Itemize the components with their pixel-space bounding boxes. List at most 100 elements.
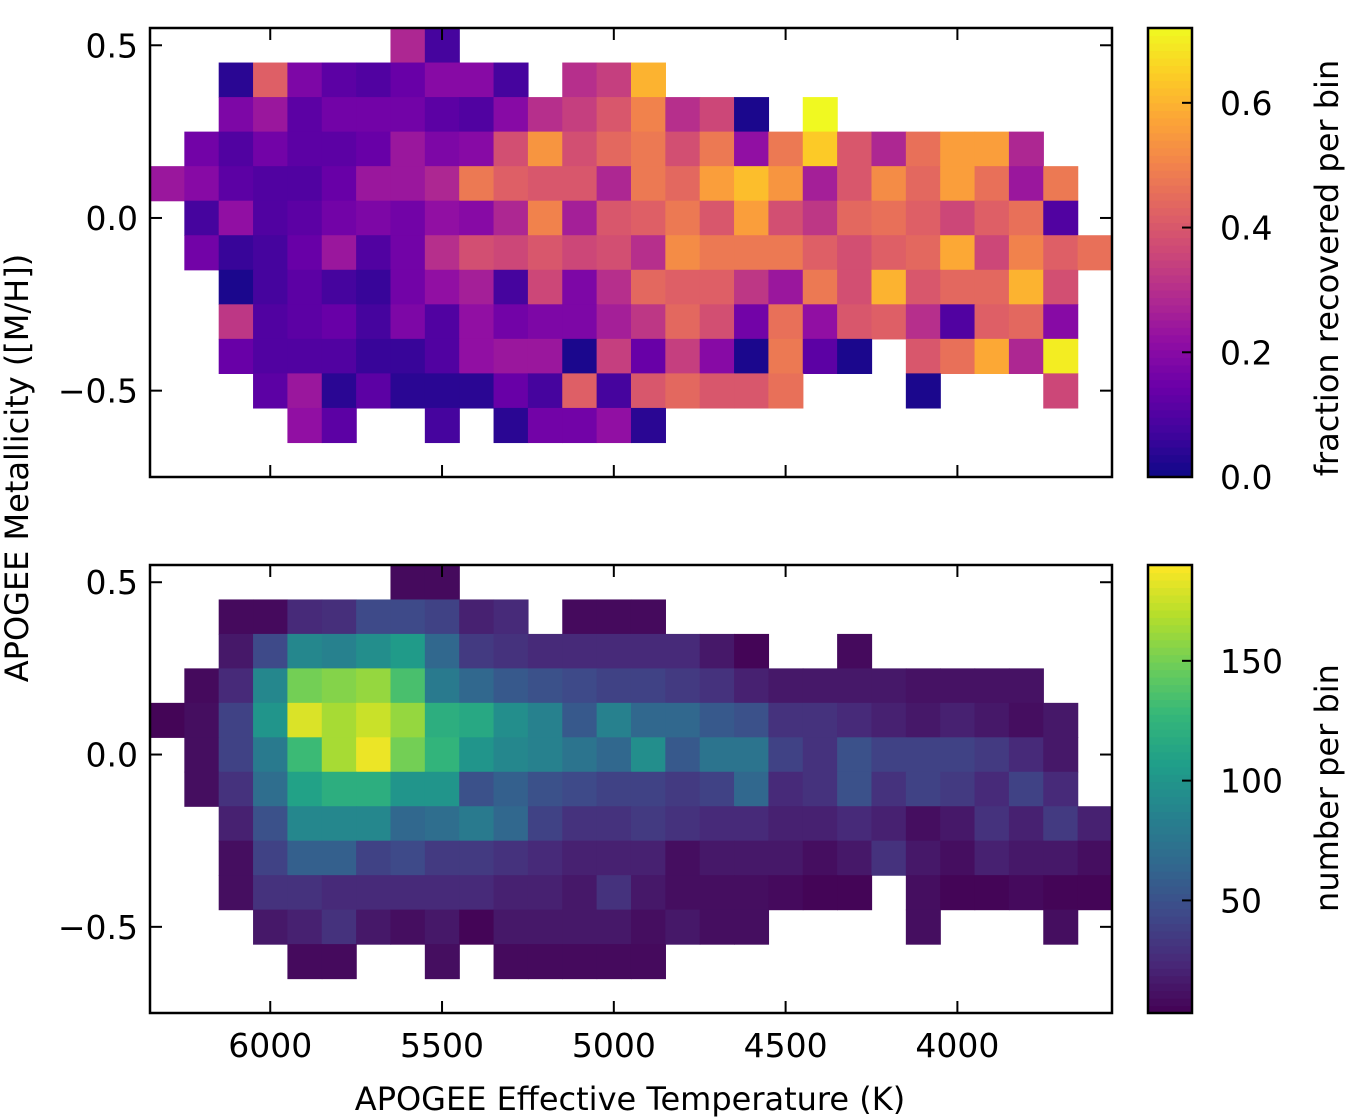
heatmap-cell <box>218 269 254 305</box>
heatmap-cell <box>527 909 563 945</box>
heatmap-cell <box>905 771 941 807</box>
heatmap-cell <box>527 407 563 444</box>
heatmap-cell <box>630 62 666 98</box>
heatmap-cell <box>356 702 392 738</box>
heatmap-cell <box>974 771 1010 807</box>
colorbar-gradient-step <box>1148 938 1192 947</box>
heatmap-cell <box>459 875 495 911</box>
heatmap-cell <box>321 737 357 773</box>
heatmap-cell <box>321 599 357 635</box>
x-axis-label: APOGEE Effective Temperature (K) <box>355 1080 905 1118</box>
heatmap-cell <box>734 875 770 911</box>
heatmap-cell <box>802 875 838 911</box>
heatmap-cell <box>218 304 254 340</box>
heatmap-cell <box>837 131 873 167</box>
heatmap-cell <box>287 373 323 409</box>
heatmap-cell <box>562 338 598 374</box>
heatmap-cell <box>596 737 632 773</box>
heatmap-cell <box>184 166 220 202</box>
heatmap-cell <box>1043 235 1079 271</box>
heatmap-cell <box>1043 200 1079 236</box>
heatmap-cell <box>321 840 357 876</box>
heatmap-cell <box>253 338 289 374</box>
heatmap-cell <box>493 599 529 635</box>
heatmap-cell <box>459 702 495 738</box>
colorbar-gradient-step <box>1148 945 1192 954</box>
y-tick-label: 0.0 <box>86 199 138 238</box>
colorbar-gradient-step <box>1148 147 1192 156</box>
heatmap-cell <box>940 131 976 167</box>
heatmap-cell <box>665 737 701 773</box>
heatmap-cell <box>390 737 426 773</box>
y-tick-label: −0.5 <box>58 372 138 411</box>
colorbar-gradient-step <box>1148 349 1192 358</box>
heatmap-cell <box>356 235 392 271</box>
heatmap-cell <box>493 269 529 305</box>
heatmap-cell <box>218 806 254 842</box>
colorbar-gradient-step <box>1148 462 1192 471</box>
heatmap-cell <box>527 875 563 911</box>
heatmap-cell <box>527 702 563 738</box>
heatmap-cell <box>218 633 254 669</box>
heatmap-cell <box>1077 840 1113 876</box>
heatmap-cell <box>424 702 460 738</box>
heatmap-cell <box>1077 875 1113 911</box>
heatmap-cell <box>287 304 323 340</box>
heatmap-cell <box>527 304 563 340</box>
heatmap-cell <box>527 668 563 704</box>
heatmap-cell <box>321 373 357 409</box>
heatmap-cell <box>1043 875 1079 911</box>
colorbar-gradient-step <box>1148 751 1192 760</box>
x-tick-label: 6000 <box>228 1026 312 1065</box>
heatmap-cell <box>905 200 941 236</box>
heatmap-cell <box>974 131 1010 167</box>
heatmap-cell <box>940 875 976 911</box>
heatmap-cell <box>287 338 323 374</box>
heatmap-cell <box>493 806 529 842</box>
heatmap-cell <box>321 131 357 167</box>
colorbar-gradient-step <box>1148 327 1192 336</box>
heatmap-cell <box>218 97 254 133</box>
colorbar-gradient-step <box>1148 647 1192 656</box>
heatmap-cell <box>734 373 770 409</box>
heatmap-cell <box>253 269 289 305</box>
heatmap-cell <box>253 131 289 167</box>
x-tick-label: 4500 <box>744 1026 828 1065</box>
heatmap-cell <box>527 166 563 202</box>
colorbar-frame <box>1146 26 1194 479</box>
heatmap-cell <box>493 304 529 340</box>
heatmap-cell <box>699 97 735 133</box>
heatmap-cell <box>321 235 357 271</box>
colorbar-gradient-step <box>1148 65 1192 74</box>
colorbar-gradient-step <box>1148 706 1192 715</box>
heatmap-cell <box>493 909 529 945</box>
heatmap-cell <box>768 806 804 842</box>
heatmap-cell <box>699 373 735 409</box>
colorbar-gradient-step <box>1148 102 1192 111</box>
heatmap-cell <box>905 166 941 202</box>
heatmap-cell <box>871 200 907 236</box>
colorbar-gradient-step <box>1148 789 1192 798</box>
y-tick-label: 0.5 <box>86 26 138 65</box>
heatmap-cell <box>424 875 460 911</box>
heatmap-cell <box>1008 200 1044 236</box>
heatmap-cell <box>596 62 632 98</box>
heatmap-cell <box>596 407 632 444</box>
colorbar-gradient-step <box>1148 565 1192 574</box>
heatmap-cell <box>630 304 666 340</box>
heatmap-cell <box>596 909 632 945</box>
heatmap-cell <box>699 131 735 167</box>
heatmap-cell <box>459 166 495 202</box>
colorbar-gradient-step <box>1148 42 1192 52</box>
heatmap-cell <box>390 62 426 98</box>
colorbar-gradient-step <box>1148 609 1192 618</box>
heatmap-cell <box>871 840 907 876</box>
heatmap-cell <box>699 702 735 738</box>
heatmap-cell <box>562 131 598 167</box>
heatmap-cell <box>802 131 838 167</box>
heatmap-cell <box>1043 373 1079 409</box>
heatmap-cell <box>527 806 563 842</box>
heatmap-cell <box>493 875 529 911</box>
heatmap-cell <box>527 235 563 271</box>
heatmap-cell <box>940 200 976 236</box>
